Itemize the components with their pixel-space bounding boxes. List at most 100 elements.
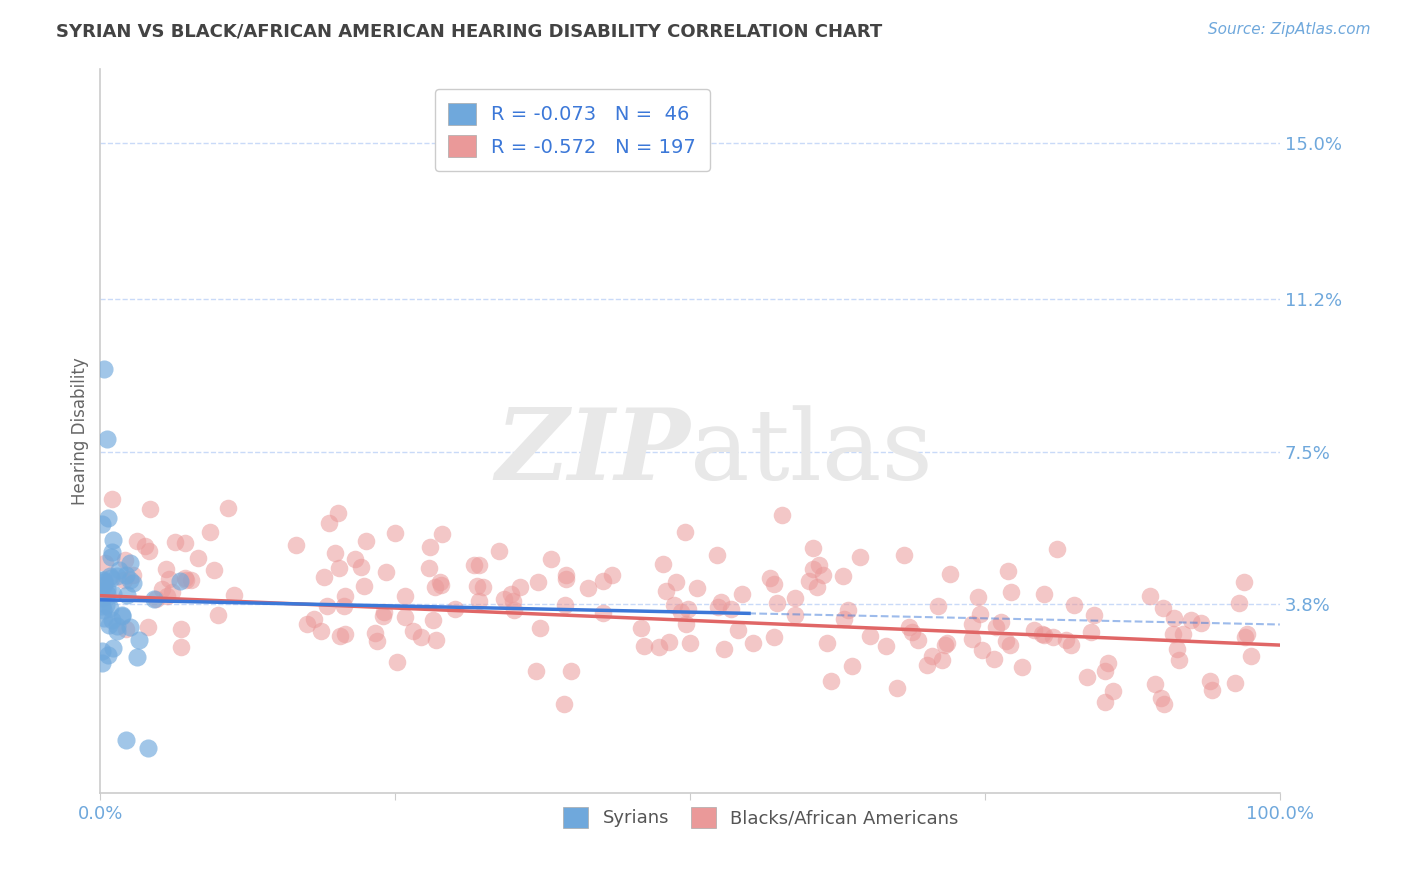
Point: [560, 664, 582, 678]
Point: [318, 516, 340, 530]
Point: [108, 563, 131, 577]
Point: [101, 640, 124, 655]
Point: [100, 571, 122, 585]
Point: [468, 594, 491, 608]
Point: [91, 602, 114, 616]
Point: [859, 630, 882, 644]
Point: [423, 580, 446, 594]
Point: [886, 681, 908, 695]
Point: [900, 625, 922, 640]
Point: [363, 625, 385, 640]
Point: [134, 539, 156, 553]
Point: [806, 580, 828, 594]
Point: [328, 561, 350, 575]
Point: [411, 630, 433, 644]
Point: [115, 732, 138, 747]
Point: [960, 632, 983, 646]
Point: [1024, 623, 1046, 637]
Point: [939, 566, 962, 581]
Point: [1150, 690, 1173, 705]
Point: [138, 620, 160, 634]
Point: [302, 612, 325, 626]
Point: [540, 552, 562, 566]
Point: [1060, 639, 1083, 653]
Point: [174, 571, 197, 585]
Point: [402, 624, 425, 638]
Point: [93, 573, 115, 587]
Point: [1198, 673, 1220, 688]
Point: [972, 642, 994, 657]
Point: [1223, 676, 1246, 690]
Point: [111, 607, 134, 622]
Point: [1153, 697, 1175, 711]
Point: [1167, 653, 1189, 667]
Text: SYRIAN VS BLACK/AFRICAN AMERICAN HEARING DISABILITY CORRELATION CHART: SYRIAN VS BLACK/AFRICAN AMERICAN HEARING…: [56, 22, 883, 40]
Point: [93, 577, 115, 591]
Point: [837, 602, 859, 616]
Point: [384, 525, 406, 540]
Point: [600, 568, 623, 582]
Point: [526, 575, 548, 590]
Point: [1094, 695, 1116, 709]
Point: [986, 620, 1008, 634]
Point: [553, 697, 575, 711]
Point: [935, 636, 957, 650]
Point: [1163, 611, 1185, 625]
Point: [150, 582, 173, 596]
Point: [354, 533, 377, 548]
Point: [105, 619, 128, 633]
Point: [1236, 627, 1258, 641]
Point: [921, 648, 943, 663]
Point: [155, 562, 177, 576]
Point: [419, 540, 441, 554]
Point: [1143, 677, 1166, 691]
Point: [468, 558, 491, 572]
Point: [785, 608, 807, 623]
Point: [422, 613, 444, 627]
Point: [90, 573, 112, 587]
Point: [353, 579, 375, 593]
Point: [960, 617, 983, 632]
Point: [93, 362, 115, 376]
Point: [841, 658, 863, 673]
Point: [295, 616, 318, 631]
Point: [529, 621, 551, 635]
Point: [592, 606, 614, 620]
Point: [187, 550, 209, 565]
Point: [314, 570, 336, 584]
Point: [114, 574, 136, 588]
Point: [430, 578, 453, 592]
Point: [1011, 660, 1033, 674]
Point: [995, 634, 1018, 648]
Point: [394, 610, 416, 624]
Point: [762, 577, 785, 591]
Point: [174, 535, 197, 549]
Point: [759, 571, 782, 585]
Point: [1000, 585, 1022, 599]
Point: [1063, 598, 1085, 612]
Point: [555, 573, 578, 587]
Point: [463, 558, 485, 573]
Point: [897, 620, 920, 634]
Point: [832, 612, 855, 626]
Point: [706, 548, 728, 562]
Point: [222, 588, 245, 602]
Point: [98, 600, 121, 615]
Point: [1173, 627, 1195, 641]
Point: [170, 640, 193, 655]
Point: [1033, 587, 1056, 601]
Point: [893, 549, 915, 563]
Point: [444, 602, 467, 616]
Point: [174, 573, 197, 587]
Point: [801, 541, 824, 556]
Point: [180, 574, 202, 588]
Point: [555, 567, 578, 582]
Point: [385, 655, 408, 669]
Point: [285, 538, 308, 552]
Point: [90, 516, 112, 531]
Point: [366, 633, 388, 648]
Point: [713, 642, 735, 657]
Point: [127, 650, 149, 665]
Point: [801, 562, 824, 576]
Point: [101, 533, 124, 547]
